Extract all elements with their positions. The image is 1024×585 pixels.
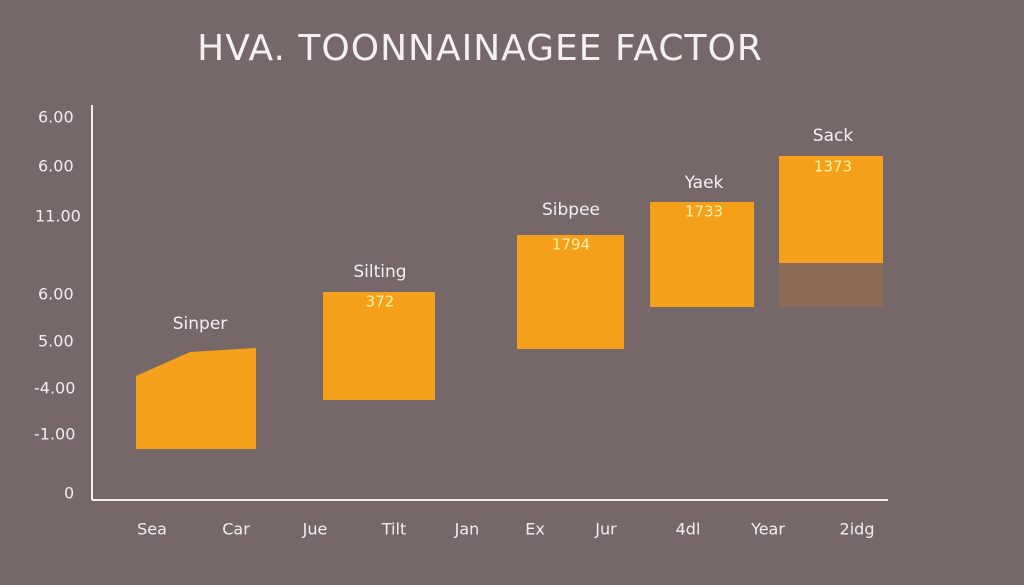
box-name: Sack xyxy=(813,126,854,146)
box-label: 1794 xyxy=(552,236,590,254)
chart-title: HVA. TOONNAINAGEE FACTOR xyxy=(197,28,763,69)
y-tick-label: 5.00 xyxy=(38,332,74,351)
x-tick-label: Jue xyxy=(302,520,328,539)
x-axis-labels: Sea Car Jue Tilt Jan Ex Jur 4dl Year 2id… xyxy=(137,520,874,539)
y-tick-label: 6.00 xyxy=(38,157,74,176)
y-tick-label: -1.00 xyxy=(34,425,75,444)
x-tick-label: Year xyxy=(750,520,785,539)
y-tick-label: 11.00 xyxy=(35,207,81,226)
box xyxy=(779,156,883,263)
x-tick-label: Sea xyxy=(137,520,167,539)
box-name: Silting xyxy=(353,262,406,282)
y-tick-label: -4.00 xyxy=(34,379,75,398)
x-tick-label: 2idg xyxy=(840,520,875,539)
box xyxy=(517,235,624,349)
box-label: 372 xyxy=(366,293,395,311)
box-name: Sinper xyxy=(173,314,228,334)
x-tick-label: Jan xyxy=(454,520,480,539)
box-label: 1373 xyxy=(814,158,852,176)
y-axis-labels: 6.00 6.00 11.00 6.00 5.00 -4.00 -1.00 0 xyxy=(34,108,81,503)
box xyxy=(323,292,435,400)
x-tick-label: Jur xyxy=(594,520,617,539)
x-tick-label: Ex xyxy=(525,520,545,539)
x-tick-label: Tilt xyxy=(381,520,406,539)
y-tick-label: 6.00 xyxy=(38,285,74,304)
boxes: Sinper Silting 372 Sibpee 1794 Yaek 1733… xyxy=(136,126,883,449)
x-tick-label: Car xyxy=(222,520,250,539)
y-tick-label: 0 xyxy=(64,484,74,503)
x-tick-label: 4dl xyxy=(676,520,701,539)
box xyxy=(650,202,754,307)
box xyxy=(136,348,256,449)
box-shadow-part xyxy=(779,263,883,307)
box-label: 1733 xyxy=(685,203,723,221)
box-name: Sibpee xyxy=(542,200,600,220)
box-name: Yaek xyxy=(684,173,724,193)
y-tick-label: 6.00 xyxy=(38,108,74,127)
